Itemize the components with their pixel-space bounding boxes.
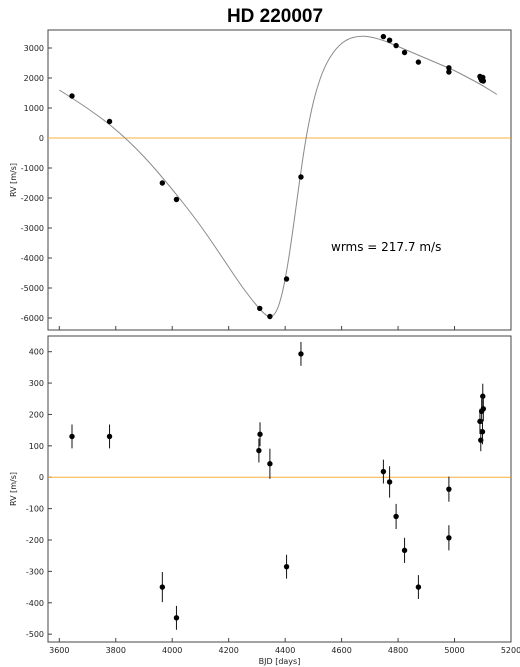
figure-title: HD 220007 (227, 6, 323, 27)
x-tick-label: 3600 (49, 646, 69, 655)
x-tick-label: 4800 (388, 646, 408, 655)
data-point (401, 547, 408, 554)
x-tick-label: 5200 (501, 646, 520, 655)
data-point (401, 49, 408, 56)
data-point (380, 468, 387, 475)
data-point (283, 276, 290, 282)
data-point (480, 406, 487, 412)
data-point (69, 433, 75, 440)
data-point (446, 65, 452, 71)
x-tick-label: 4000 (162, 646, 182, 655)
y-tick-label: 1000 (24, 104, 44, 113)
y-tick-label: -2000 (21, 194, 44, 203)
data-point (446, 69, 452, 75)
data-point (298, 174, 304, 180)
y-tick-label: 0 (39, 473, 44, 482)
data-point (393, 42, 399, 49)
x-tick-label: 3800 (106, 646, 126, 655)
data-point (479, 429, 486, 435)
data-point (267, 313, 273, 320)
y-tick-label: -200 (26, 536, 44, 545)
y-tick-label: -500 (26, 630, 44, 639)
data-point (257, 431, 263, 437)
data-point (173, 196, 180, 203)
data-point (298, 351, 304, 357)
data-point (386, 37, 393, 43)
data-point (256, 447, 262, 454)
keplerian-model-curve (59, 35, 498, 318)
y-tick-label: 400 (29, 348, 44, 357)
y-tick-label: 0 (39, 134, 44, 143)
y-tick-label: -6000 (21, 314, 44, 323)
data-point (257, 305, 263, 312)
y-axis-label: RV [m/s] (9, 163, 18, 197)
data-point (69, 93, 75, 99)
plot-frame (47, 335, 512, 643)
data-point (267, 461, 273, 467)
y-tick-label: 300 (29, 379, 44, 388)
data-point (415, 59, 422, 65)
data-point (393, 513, 399, 520)
data-point (159, 584, 166, 590)
y-tick-label: -400 (26, 599, 44, 608)
x-tick-label: 4600 (331, 646, 351, 655)
y-tick-label: 100 (29, 442, 44, 451)
x-axis-label: BJD [days] (259, 657, 301, 666)
x-tick-label: 4200 (219, 646, 239, 655)
y-tick-label: -100 (26, 505, 44, 514)
bottom-panel: 400 300 200 100 0 -100 -200 -300 -400 -500 3600 380… (9, 335, 520, 666)
data-point (283, 563, 290, 570)
top-panel: 3000 2000 1000 0 -1000 -2000 -3000 -4000 -5000 -6… (9, 29, 512, 331)
data-point (446, 535, 452, 541)
data-point (480, 393, 486, 399)
y-tick-label: -300 (26, 567, 44, 576)
data-point (173, 615, 180, 621)
data-point (446, 486, 452, 492)
data-point (380, 33, 387, 40)
y-tick-label: 3000 (24, 44, 44, 53)
data-point (386, 479, 393, 485)
data-point (106, 118, 113, 125)
data-point (480, 78, 487, 84)
data-point (159, 180, 166, 186)
y-tick-label: 2000 (24, 74, 44, 83)
x-tick-label: 4400 (275, 646, 295, 655)
plot-frame (47, 29, 512, 331)
data-point (415, 584, 422, 590)
data-point (106, 433, 113, 440)
y-tick-label: -3000 (21, 224, 44, 233)
y-tick-label: -4000 (21, 254, 44, 263)
y-axis-label: RV [m/s] (9, 472, 18, 506)
y-tick-label: 200 (29, 410, 44, 419)
y-tick-label: -5000 (21, 284, 44, 293)
wrms-annotation: wrms = 217.7 m/s (331, 240, 441, 254)
y-tick-label: -1000 (21, 164, 44, 173)
x-tick-label: 5000 (444, 646, 464, 655)
